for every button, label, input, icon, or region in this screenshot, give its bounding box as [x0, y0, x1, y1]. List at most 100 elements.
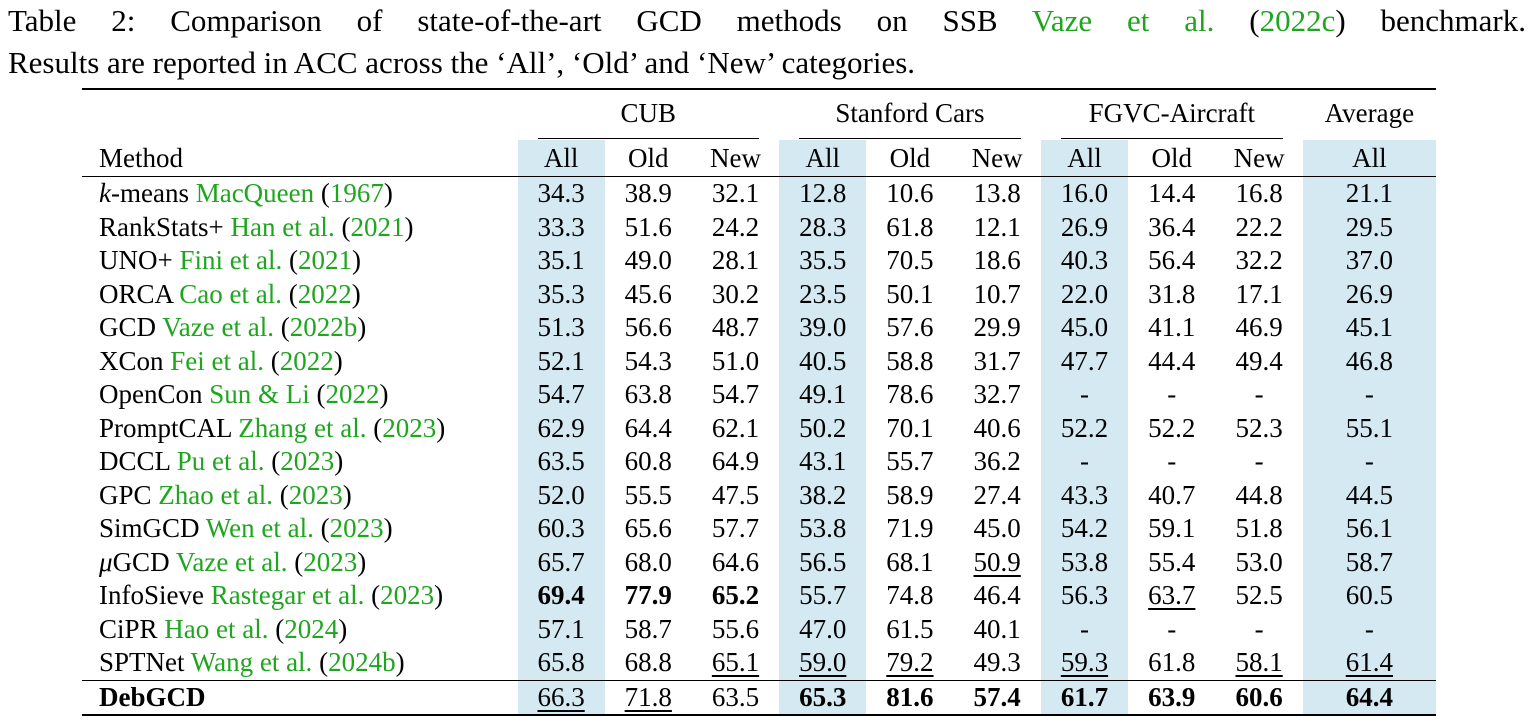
citation-year-link[interactable]: 2023 — [382, 412, 437, 443]
citation-author-link[interactable]: Cao et al. — [179, 278, 282, 309]
citation-year-link[interactable]: 2022 — [279, 345, 334, 376]
table-cell: - — [1040, 445, 1129, 479]
method-cell: DCCL Pu et al. (2023) — [99, 446, 344, 477]
table-cell: 40.3 — [1040, 244, 1129, 278]
citation-year-link[interactable]: 2024 — [284, 613, 339, 644]
method-name: GCD — [112, 546, 170, 577]
table-cell: 63.5 — [517, 445, 605, 479]
table-cell: 81.6 — [866, 680, 953, 715]
citation-year-link[interactable]: 2024b — [328, 647, 396, 678]
cell-value: 34.3 — [537, 178, 585, 209]
cell-value: 59.3 — [1060, 647, 1109, 678]
table-cell: 56.3 — [1040, 579, 1129, 613]
method-name: GCD — [99, 312, 157, 343]
cell-value: - — [1364, 446, 1374, 477]
citation-year-link[interactable]: 2023 — [303, 546, 358, 577]
table-cell: - — [1128, 378, 1215, 412]
table-cell: 12.8 — [779, 176, 867, 211]
table-cell: 50.1 — [866, 278, 953, 312]
table-cell: 63.9 — [1128, 680, 1215, 715]
table-cell: 22.2 — [1215, 211, 1302, 245]
citation-author-link[interactable]: Pu et al. — [176, 446, 265, 477]
method-cell: CiPR Hao et al. (2024) — [99, 613, 348, 644]
citation-author-link[interactable]: Rastegar et al. — [210, 580, 365, 611]
citation-author-link[interactable]: Fei et al. — [170, 345, 264, 376]
table-cell: 16.8 — [1215, 177, 1302, 211]
cell-value: 62.9 — [537, 412, 585, 443]
table-row: InfoSieve Rastegar et al. (2023) 69.4 77.9… — [82, 579, 1436, 613]
cell-value: 55.1 — [1345, 412, 1394, 443]
citation-author-link[interactable]: Wen et al. — [205, 513, 314, 544]
cell-value: 61.7 — [1060, 681, 1109, 712]
table-cell: 55.6 — [692, 613, 779, 647]
caption-cite-author[interactable]: Vaze et al. — [1031, 3, 1215, 38]
citation-year-link[interactable]: 2023 — [288, 479, 343, 510]
cell-value: 63.5 — [537, 446, 585, 477]
table-cell: 31.8 — [1128, 278, 1215, 312]
cell-value: 55.6 — [711, 613, 760, 644]
table-cell: 71.8 — [605, 680, 692, 715]
citation-year-link[interactable]: 2023 — [280, 446, 335, 477]
citation-year-link[interactable]: 2022b — [289, 312, 358, 343]
cell-value: 14.4 — [1148, 178, 1196, 209]
table-cell: 28.1 — [692, 244, 779, 278]
cell-value: 51.6 — [624, 211, 672, 242]
citation-author-link[interactable]: Sun & Li — [209, 379, 310, 410]
table-cell: 64.9 — [692, 445, 779, 479]
citation-author-link[interactable]: Zhao et al. — [158, 479, 273, 510]
table-cell: 77.9 — [605, 579, 692, 613]
table-cell: 65.7 — [517, 545, 605, 579]
citation-year-link[interactable]: 1967 — [329, 178, 384, 209]
cell-value: 63.9 — [1148, 681, 1196, 712]
table-cell: 54.2 — [1040, 512, 1129, 546]
citation-year-link[interactable]: 2023 — [329, 513, 384, 544]
method-name: XCon — [99, 345, 164, 376]
citation-author-link[interactable]: Vaze et al. — [175, 546, 288, 577]
method-cell: InfoSieve Rastegar et al. (2023) — [99, 580, 444, 611]
cell-value: 22.2 — [1235, 211, 1283, 242]
results-table: CUB Stanford Cars FGVC-Aircraft Average … — [82, 88, 1436, 716]
citation-year-link[interactable]: 2021 — [297, 245, 352, 276]
citation-author-link[interactable]: MacQueen — [195, 178, 315, 209]
table-cell: 47.7 — [1040, 344, 1129, 378]
table-cell: 30.2 — [692, 278, 779, 312]
table-row: PromptCAL Zhang et al. (2023) 62.9 64.4 62.… — [82, 411, 1436, 445]
method-name: SPTNet — [99, 647, 185, 678]
cell-value: 44.8 — [1235, 479, 1283, 510]
citation-author-link[interactable]: Wang et al. — [190, 647, 313, 678]
cell-value: 54.7 — [537, 379, 585, 410]
citation-year-link[interactable]: 2023 — [380, 580, 435, 611]
cell-value: 58.7 — [624, 613, 672, 644]
method-cell: OpenCon Sun & Li (2022) — [99, 379, 389, 410]
citation-year-link[interactable]: 2022 — [297, 278, 352, 309]
cell-value: 65.6 — [624, 513, 672, 544]
cell-value: 63.5 — [711, 681, 760, 712]
citation-year-link[interactable]: 2022 — [325, 379, 380, 410]
cell-value: 31.8 — [1148, 278, 1196, 309]
cell-value: 79.2 — [886, 647, 934, 678]
citation-author-link[interactable]: Vaze et al. — [162, 312, 274, 343]
cmidrule-aircraft — [1041, 136, 1303, 140]
method-column-header: Method — [99, 142, 183, 173]
citation-author-link[interactable]: Fini et al. — [179, 245, 283, 276]
cell-value: 52.1 — [537, 345, 585, 376]
method-cell: k-means MacQueen (1967) — [99, 178, 393, 209]
results-table-wrapper: CUB Stanford Cars FGVC-Aircraft Average … — [82, 88, 1436, 716]
table-cell: 55.5 — [605, 479, 692, 513]
cell-value: 71.9 — [886, 513, 934, 544]
table-row: SPTNet Wang et al. (2024b) 65.8 68.8 65.1 59… — [82, 646, 1436, 680]
group-header-average: Average — [1302, 88, 1436, 136]
cell-value: - — [1254, 446, 1264, 477]
citation-author-link[interactable]: Zhang et al. — [238, 412, 367, 443]
citation-author-link[interactable]: Hao et al. — [164, 613, 269, 644]
citation-author-link[interactable]: Han et al. — [230, 211, 335, 242]
table-cell: 22.0 — [1040, 277, 1129, 311]
table-cell: 51.8 — [1215, 512, 1302, 546]
citation-year-link[interactable]: 2021 — [350, 211, 405, 242]
cell-value: 59.1 — [1148, 513, 1196, 544]
table-cell: 39.0 — [779, 311, 867, 345]
cell-value: 65.1 — [711, 647, 760, 678]
caption-cite-year[interactable]: 2022c — [1259, 3, 1336, 38]
table-cell: 55.4 — [1128, 546, 1215, 580]
table-cell: 52.0 — [517, 478, 605, 512]
